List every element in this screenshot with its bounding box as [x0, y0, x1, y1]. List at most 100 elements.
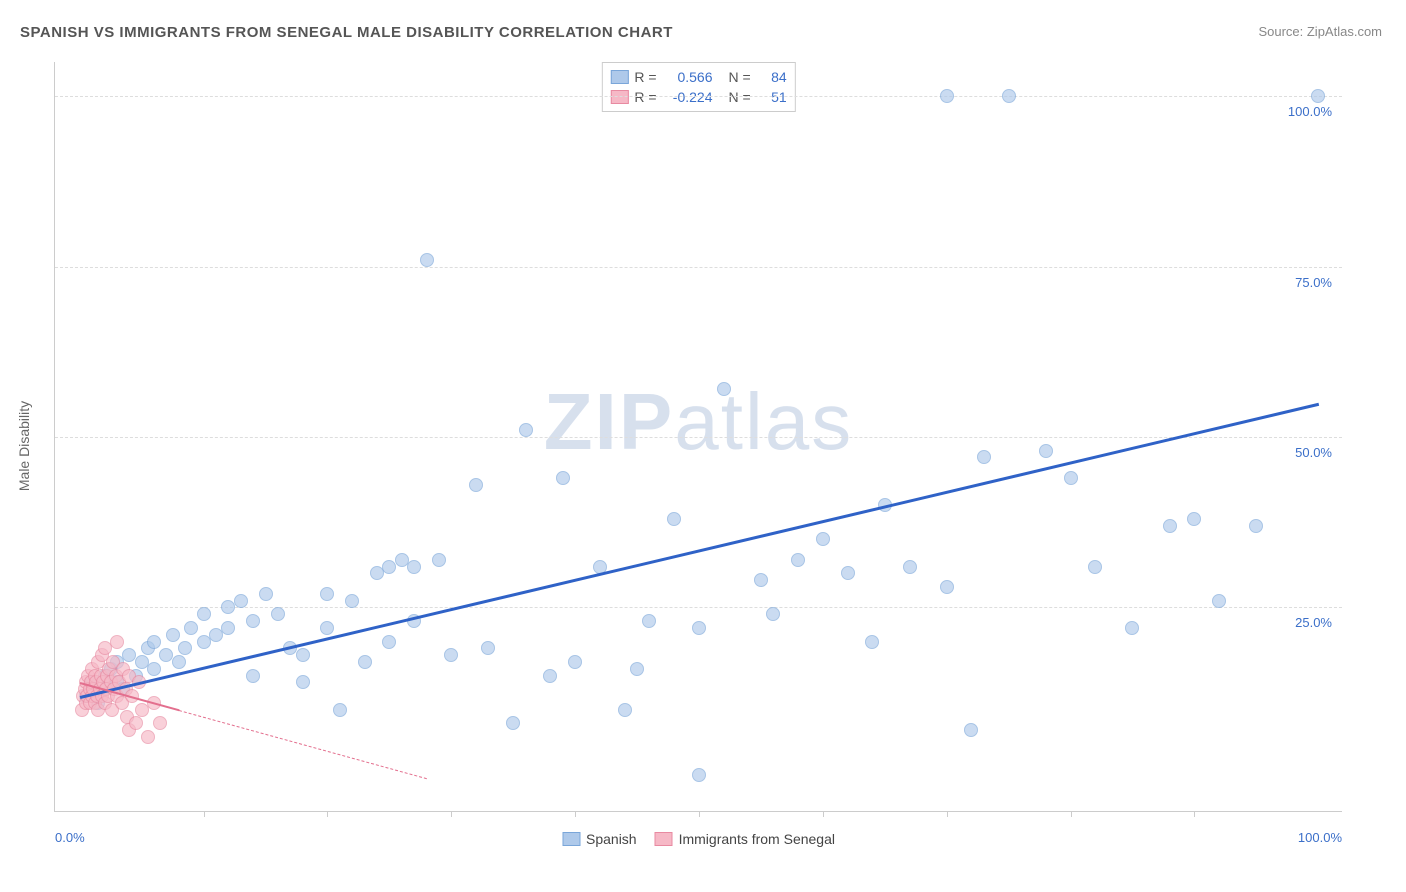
scatter-point — [766, 607, 780, 621]
chart-title: SPANISH VS IMMIGRANTS FROM SENEGAL MALE … — [20, 24, 673, 41]
scatter-point — [618, 703, 632, 717]
scatter-point — [940, 580, 954, 594]
scatter-point — [1249, 519, 1263, 533]
legend-stats-row: R = 0.566 N = 84 — [610, 67, 786, 87]
scatter-plot-area: ZIPatlas R =0.566N =84R =-0.224N =51 Spa… — [54, 62, 1342, 812]
scatter-point — [1088, 560, 1102, 574]
watermark: ZIPatlas — [544, 376, 853, 468]
x-tick-mark — [823, 811, 824, 817]
legend-swatch — [562, 832, 580, 846]
y-tick-label: 75.0% — [1295, 275, 1332, 290]
legend-series-label: Spanish — [586, 831, 637, 847]
x-tick-mark — [1194, 811, 1195, 817]
scatter-point — [153, 716, 167, 730]
legend-swatch — [610, 70, 628, 84]
gridline-horizontal — [55, 96, 1342, 97]
source-attribution: Source: ZipAtlas.com — [1258, 24, 1382, 39]
scatter-point — [754, 573, 768, 587]
scatter-point — [110, 635, 124, 649]
gridline-horizontal — [55, 607, 1342, 608]
n-value: 84 — [757, 69, 787, 85]
scatter-point — [791, 553, 805, 567]
scatter-point — [841, 566, 855, 580]
scatter-point — [246, 614, 260, 628]
scatter-point — [246, 669, 260, 683]
y-tick-label: 100.0% — [1288, 104, 1332, 119]
scatter-point — [147, 635, 161, 649]
scatter-point — [221, 621, 235, 635]
scatter-point — [1187, 512, 1201, 526]
y-axis-label: Male Disability — [16, 401, 32, 491]
r-label: R = — [634, 69, 656, 85]
y-tick-label: 50.0% — [1295, 445, 1332, 460]
scatter-point — [865, 635, 879, 649]
scatter-point — [481, 641, 495, 655]
legend-series: Spanish Immigrants from Senegal — [562, 831, 835, 847]
scatter-point — [568, 655, 582, 669]
scatter-point — [234, 594, 248, 608]
legend-swatch — [655, 832, 673, 846]
scatter-point — [469, 478, 483, 492]
scatter-point — [506, 716, 520, 730]
scatter-point — [556, 471, 570, 485]
scatter-point — [129, 716, 143, 730]
r-value: 0.566 — [663, 69, 713, 85]
scatter-point — [184, 621, 198, 635]
scatter-point — [903, 560, 917, 574]
scatter-point — [333, 703, 347, 717]
legend-series-item: Spanish — [562, 831, 637, 847]
gridline-horizontal — [55, 267, 1342, 268]
scatter-point — [382, 635, 396, 649]
scatter-point — [444, 648, 458, 662]
legend-series-label: Immigrants from Senegal — [679, 831, 835, 847]
legend-series-item: Immigrants from Senegal — [655, 831, 835, 847]
scatter-point — [147, 662, 161, 676]
scatter-point — [141, 730, 155, 744]
scatter-point — [519, 423, 533, 437]
scatter-point — [630, 662, 644, 676]
scatter-point — [964, 723, 978, 737]
gridline-horizontal — [55, 437, 1342, 438]
x-tick-label: 100.0% — [1298, 830, 1342, 845]
scatter-point — [1311, 89, 1325, 103]
x-tick-mark — [204, 811, 205, 817]
scatter-point — [1002, 89, 1016, 103]
scatter-point — [166, 628, 180, 642]
scatter-point — [172, 655, 186, 669]
scatter-point — [816, 532, 830, 546]
scatter-point — [642, 614, 656, 628]
scatter-point — [1212, 594, 1226, 608]
scatter-point — [940, 89, 954, 103]
x-tick-mark — [327, 811, 328, 817]
legend-stats: R =0.566N =84R =-0.224N =51 — [601, 62, 795, 112]
scatter-point — [296, 675, 310, 689]
scatter-point — [358, 655, 372, 669]
scatter-point — [296, 648, 310, 662]
scatter-point — [692, 621, 706, 635]
scatter-point — [977, 450, 991, 464]
x-tick-mark — [947, 811, 948, 817]
scatter-point — [432, 553, 446, 567]
x-tick-label: 0.0% — [55, 830, 85, 845]
scatter-point — [1064, 471, 1078, 485]
x-tick-mark — [699, 811, 700, 817]
scatter-point — [692, 768, 706, 782]
scatter-point — [197, 607, 211, 621]
scatter-point — [1163, 519, 1177, 533]
x-tick-mark — [451, 811, 452, 817]
scatter-point — [320, 621, 334, 635]
x-tick-mark — [575, 811, 576, 817]
trend-line-extrapolated — [179, 710, 427, 779]
scatter-point — [178, 641, 192, 655]
scatter-point — [1039, 444, 1053, 458]
scatter-point — [407, 560, 421, 574]
x-tick-mark — [1071, 811, 1072, 817]
scatter-point — [345, 594, 359, 608]
scatter-point — [259, 587, 273, 601]
scatter-point — [717, 382, 731, 396]
scatter-point — [271, 607, 285, 621]
y-tick-label: 25.0% — [1295, 615, 1332, 630]
n-label: N = — [729, 69, 751, 85]
scatter-point — [1125, 621, 1139, 635]
scatter-point — [667, 512, 681, 526]
